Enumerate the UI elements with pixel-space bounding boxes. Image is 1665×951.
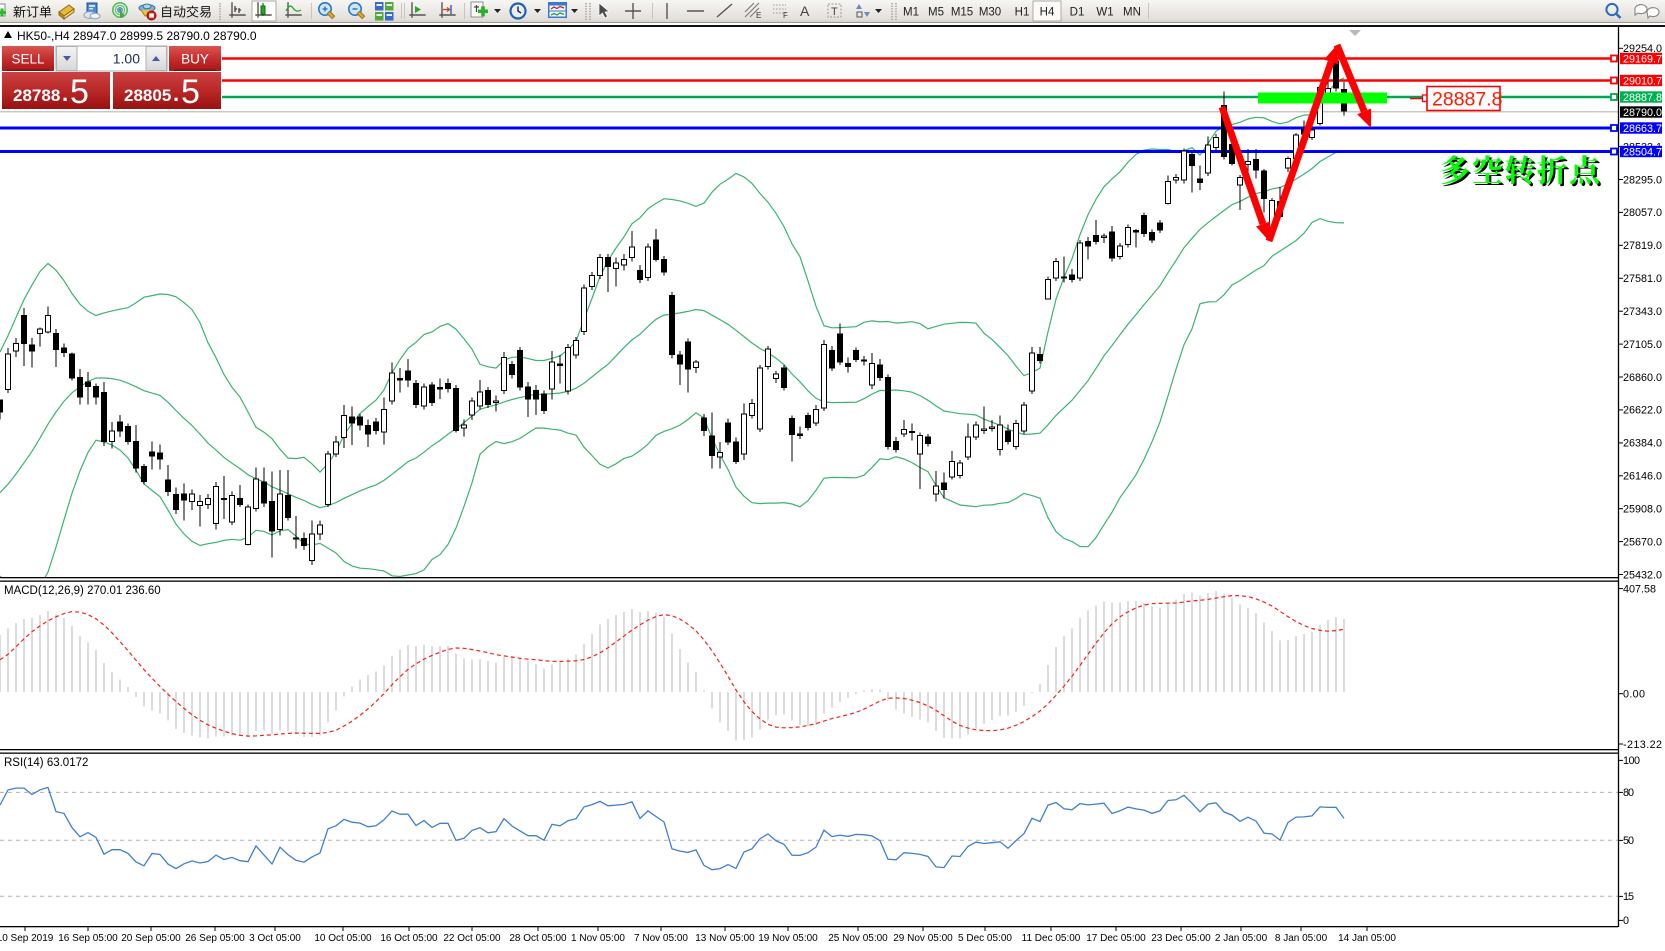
svg-text:16 Sep 05:00: 16 Sep 05:00: [58, 933, 118, 944]
svg-text:H1: H1: [1015, 7, 1030, 19]
svg-text:-213.22: -213.22: [1623, 739, 1662, 751]
svg-text:17 Dec 05:00: 17 Dec 05:00: [1086, 933, 1146, 944]
svg-text:26622.0: 26622.0: [1623, 405, 1662, 417]
svg-text:28295.0: 28295.0: [1623, 174, 1662, 186]
svg-text:25670.0: 25670.0: [1623, 536, 1662, 548]
svg-text:28788: 28788: [13, 86, 60, 105]
svg-text:28887.8: 28887.8: [1623, 92, 1662, 104]
svg-text:20 Sep 05:00: 20 Sep 05:00: [121, 933, 181, 944]
svg-text:26146.0: 26146.0: [1623, 471, 1662, 483]
svg-text:26860.0: 26860.0: [1623, 372, 1662, 384]
svg-text:RSI(14) 63.0172: RSI(14) 63.0172: [4, 757, 88, 769]
svg-text:28887.8: 28887.8: [1432, 89, 1503, 111]
svg-text:26 Sep 05:00: 26 Sep 05:00: [185, 933, 245, 944]
svg-text:A: A: [800, 3, 810, 19]
svg-text:F: F: [783, 11, 788, 20]
svg-text:14 Jan 05:00: 14 Jan 05:00: [1338, 933, 1396, 944]
svg-text:28805: 28805: [124, 86, 171, 105]
svg-text:BUY: BUY: [181, 52, 209, 67]
svg-text:H4: H4: [1040, 7, 1055, 19]
svg-text:MACD(12,26,9) 270.01 236.60: MACD(12,26,9) 270.01 236.60: [4, 585, 161, 597]
svg-text:M5: M5: [928, 7, 944, 19]
svg-text:1.00: 1.00: [113, 51, 140, 67]
svg-text:W1: W1: [1096, 7, 1113, 19]
svg-text:MN: MN: [1123, 7, 1141, 19]
svg-text:3 Oct 05:00: 3 Oct 05:00: [249, 933, 301, 944]
svg-text:11 Dec 05:00: 11 Dec 05:00: [1022, 933, 1081, 944]
svg-text:29 Nov 05:00: 29 Nov 05:00: [893, 933, 953, 944]
svg-text:5: 5: [70, 73, 89, 111]
svg-text:80: 80: [1623, 787, 1634, 799]
svg-text:28790.0: 28790.0: [1623, 107, 1662, 119]
svg-text:15: 15: [1623, 891, 1634, 903]
svg-text:.: .: [62, 81, 68, 106]
svg-text:28057.0: 28057.0: [1623, 207, 1662, 219]
svg-text:M1: M1: [903, 7, 919, 19]
svg-text:0: 0: [1623, 915, 1629, 927]
svg-text:27343.0: 27343.0: [1623, 306, 1662, 318]
svg-text:10 Oct 05:00: 10 Oct 05:00: [314, 933, 372, 944]
svg-text:1 Nov 05:00: 1 Nov 05:00: [571, 933, 625, 944]
svg-text:100: 100: [1623, 755, 1640, 767]
svg-text:27105.0: 27105.0: [1623, 339, 1662, 351]
svg-text:29254.0: 29254.0: [1623, 43, 1662, 55]
svg-text:407.58: 407.58: [1623, 583, 1656, 595]
svg-text:D1: D1: [1070, 7, 1085, 19]
svg-text:25432.0: 25432.0: [1623, 569, 1662, 581]
svg-text:27819.0: 27819.0: [1623, 240, 1662, 252]
svg-text:28 Oct 05:00: 28 Oct 05:00: [509, 933, 567, 944]
svg-text:23 Dec 05:00: 23 Dec 05:00: [1151, 933, 1211, 944]
svg-text:10 Sep 2019: 10 Sep 2019: [0, 933, 54, 944]
svg-text:0.00: 0.00: [1623, 689, 1645, 701]
svg-text:29169.7: 29169.7: [1623, 53, 1662, 65]
svg-text:7 Nov 05:00: 7 Nov 05:00: [634, 933, 688, 944]
svg-text:29010.7: 29010.7: [1623, 75, 1662, 87]
svg-text:28504.7: 28504.7: [1623, 146, 1662, 158]
svg-text:50: 50: [1623, 835, 1634, 847]
svg-text:8 Jan 05:00: 8 Jan 05:00: [1275, 933, 1328, 944]
svg-text:26384.0: 26384.0: [1623, 438, 1662, 450]
svg-text:2 Jan 05:00: 2 Jan 05:00: [1215, 933, 1268, 944]
svg-text:28663.7: 28663.7: [1623, 123, 1662, 135]
svg-text:SELL: SELL: [11, 52, 45, 67]
svg-text:M30: M30: [979, 7, 1001, 19]
svg-text:5 Dec 05:00: 5 Dec 05:00: [958, 933, 1012, 944]
svg-text:27581.0: 27581.0: [1623, 273, 1662, 285]
svg-text:19 Nov 05:00: 19 Nov 05:00: [758, 933, 818, 944]
svg-text:E: E: [756, 11, 761, 20]
svg-text:25908.0: 25908.0: [1623, 504, 1662, 516]
svg-text:22 Oct 05:00: 22 Oct 05:00: [443, 933, 501, 944]
svg-text:5: 5: [181, 73, 200, 111]
svg-text:25 Nov 05:00: 25 Nov 05:00: [828, 933, 888, 944]
svg-text:HK50-,H4 28947.0 28999.5 2879: HK50-,H4 28947.0 28999.5 28790.0 28790.0: [17, 29, 257, 43]
svg-text:M15: M15: [951, 7, 973, 19]
svg-text:.: .: [173, 81, 179, 106]
svg-text:13 Nov 05:00: 13 Nov 05:00: [695, 933, 755, 944]
svg-text:16 Oct 05:00: 16 Oct 05:00: [380, 933, 438, 944]
svg-text:T: T: [831, 6, 838, 18]
